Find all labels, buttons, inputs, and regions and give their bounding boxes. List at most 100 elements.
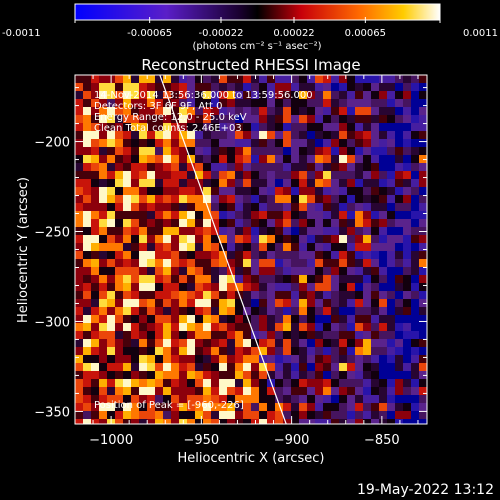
heatmap-cell <box>91 355 99 363</box>
heatmap-cell <box>299 403 307 411</box>
heatmap-cell <box>83 91 91 99</box>
heatmap-cell <box>203 379 211 387</box>
heatmap-cell <box>347 283 355 291</box>
heatmap-cell <box>323 123 331 131</box>
heatmap-cell <box>147 267 155 275</box>
heatmap-cell <box>163 307 171 315</box>
heatmap-cell <box>323 259 331 267</box>
heatmap-cell <box>83 107 91 115</box>
heatmap-cell <box>115 99 123 107</box>
heatmap-cell <box>155 243 163 251</box>
heatmap-cell <box>139 171 147 179</box>
heatmap-cell <box>179 347 187 355</box>
heatmap-cell <box>83 315 91 323</box>
heatmap-cell <box>139 123 147 131</box>
heatmap-cell <box>251 155 259 163</box>
heatmap-cell <box>275 411 283 419</box>
heatmap-cell <box>155 387 163 395</box>
heatmap-cell <box>323 91 331 99</box>
heatmap-cell <box>139 147 147 155</box>
heatmap-cell <box>355 275 363 283</box>
heatmap-cell <box>323 371 331 379</box>
heatmap-cell <box>123 339 131 347</box>
heatmap-cell <box>163 411 171 419</box>
heatmap-cell <box>123 331 131 339</box>
heatmap-cell <box>291 243 299 251</box>
heatmap-cell <box>195 371 203 379</box>
heatmap-cell <box>99 163 107 171</box>
heatmap-cell <box>395 195 403 203</box>
heatmap-cell <box>395 323 403 331</box>
heatmap-cell <box>403 347 411 355</box>
heatmap-cell <box>219 123 227 131</box>
heatmap-cell <box>267 403 275 411</box>
heatmap-cell <box>355 131 363 139</box>
heatmap-cell <box>187 299 195 307</box>
heatmap-cell <box>275 307 283 315</box>
heatmap-cell <box>347 403 355 411</box>
heatmap-cell <box>299 363 307 371</box>
heatmap-cell <box>115 371 123 379</box>
heatmap-cell <box>91 115 99 123</box>
heatmap-cell <box>219 331 227 339</box>
heatmap-cell <box>155 75 163 83</box>
heatmap-cell <box>267 395 275 403</box>
heatmap-cell <box>243 259 251 267</box>
heatmap-cell <box>99 299 107 307</box>
heatmap-cell <box>83 171 91 179</box>
heatmap-cell <box>123 195 131 203</box>
heatmap-cell <box>403 187 411 195</box>
heatmap-cell <box>387 99 395 107</box>
heatmap-cell <box>211 371 219 379</box>
heatmap-cell <box>123 227 131 235</box>
heatmap-cell <box>387 411 395 419</box>
heatmap-cell <box>419 355 427 363</box>
heatmap-cell <box>259 147 267 155</box>
heatmap-cell <box>235 395 243 403</box>
heatmap-cell <box>395 171 403 179</box>
heatmap-cell <box>91 267 99 275</box>
heatmap-cell <box>187 323 195 331</box>
heatmap-cell <box>227 331 235 339</box>
heatmap-cell <box>155 411 163 419</box>
heatmap-cell <box>107 83 115 91</box>
heatmap-cell <box>331 91 339 99</box>
heatmap-cell <box>267 307 275 315</box>
heatmap-cell <box>99 91 107 99</box>
heatmap-cell <box>203 123 211 131</box>
heatmap-cell <box>75 123 83 131</box>
heatmap-cell <box>219 347 227 355</box>
heatmap-cell <box>235 379 243 387</box>
heatmap-cell <box>235 339 243 347</box>
heatmap-cell <box>299 155 307 163</box>
heatmap-cell <box>323 219 331 227</box>
heatmap-cell <box>115 123 123 131</box>
heatmap-cell <box>235 419 243 424</box>
heatmap-cell <box>83 275 91 283</box>
heatmap-cell <box>179 363 187 371</box>
heatmap-cell <box>163 275 171 283</box>
heatmap-cell <box>299 99 307 107</box>
heatmap-cell <box>155 115 163 123</box>
heatmap-cell <box>395 331 403 339</box>
heatmap-cell <box>339 315 347 323</box>
heatmap-cell <box>99 211 107 219</box>
heatmap-cell <box>331 163 339 171</box>
heatmap-cell <box>75 275 83 283</box>
heatmap-cell <box>99 115 107 123</box>
heatmap-cell <box>307 395 315 403</box>
heatmap-cell <box>331 371 339 379</box>
heatmap-cell <box>195 283 203 291</box>
heatmap-cell <box>211 107 219 115</box>
heatmap-cell <box>211 331 219 339</box>
heatmap-cell <box>227 155 235 163</box>
heatmap-cell <box>355 139 363 147</box>
heatmap-cell <box>403 99 411 107</box>
heatmap-cell <box>243 107 251 115</box>
heatmap-cell <box>131 171 139 179</box>
heatmap-cell <box>411 99 419 107</box>
heatmap-cell <box>115 211 123 219</box>
heatmap-cell <box>243 171 251 179</box>
heatmap-cell <box>91 219 99 227</box>
heatmap-cell <box>83 131 91 139</box>
